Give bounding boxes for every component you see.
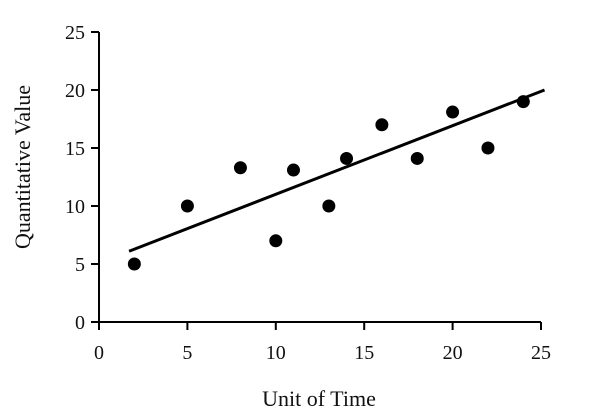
y-tick-label: 15	[65, 138, 85, 160]
y-tick-label: 5	[75, 254, 85, 276]
data-point	[286, 163, 300, 177]
data-point	[516, 95, 530, 109]
y-tick-label: 25	[65, 22, 85, 44]
y-axis-ticks: 0 5 10 15 20 25	[65, 22, 99, 334]
x-axis-label: Unit of Time	[262, 386, 376, 411]
y-axis-label: Quantitative Value	[10, 85, 35, 249]
x-tick-label: 15	[354, 342, 374, 364]
trendline-group	[128, 88, 546, 253]
data-point	[481, 141, 495, 155]
y-tick-label: 10	[65, 196, 85, 218]
data-point	[322, 199, 336, 213]
data-point	[340, 151, 354, 165]
x-tick-label: 5	[182, 342, 192, 364]
y-tick-label: 20	[65, 80, 85, 102]
x-tick-label: 10	[266, 342, 286, 364]
data-point	[127, 257, 141, 271]
y-tick-label: 0	[75, 312, 85, 334]
data-point	[410, 151, 424, 165]
data-point	[269, 234, 283, 248]
x-tick-label: 20	[443, 342, 463, 364]
x-axis-ticks: 0 5 10 15 20 25	[94, 322, 551, 364]
axes	[98, 32, 541, 323]
data-points	[127, 95, 530, 271]
trendline	[128, 88, 546, 253]
x-tick-label: 0	[94, 342, 104, 364]
data-point	[180, 199, 194, 213]
x-tick-label: 25	[531, 342, 551, 364]
data-point	[375, 118, 389, 132]
data-point	[233, 161, 247, 175]
data-point	[446, 105, 460, 119]
